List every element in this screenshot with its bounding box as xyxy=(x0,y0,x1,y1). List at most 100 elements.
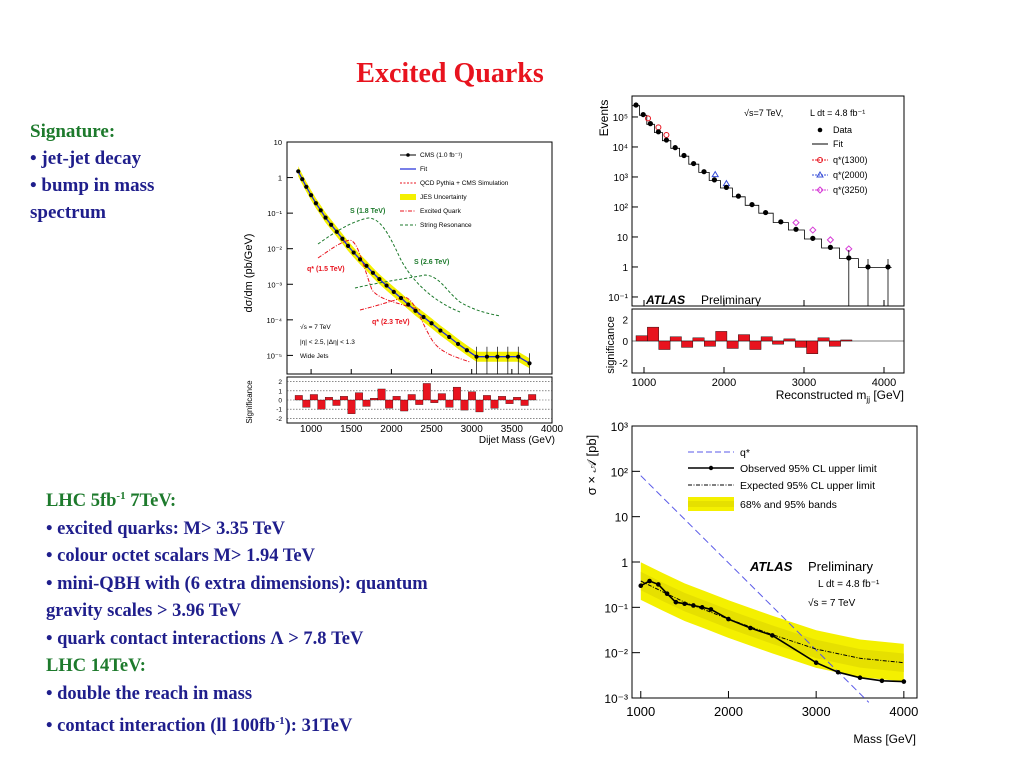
cms-data-point xyxy=(334,229,339,234)
atlas1-data-point xyxy=(672,145,678,151)
cms-significance-bars xyxy=(294,383,537,414)
atlas1-data-point xyxy=(723,184,730,190)
atlas2-observed-point xyxy=(857,675,863,681)
atlas1-xtick-label: 4000 xyxy=(872,377,896,389)
cms-significance-bar xyxy=(370,398,378,401)
cms-main-frame xyxy=(286,141,553,375)
atlas1-data-point xyxy=(640,111,646,118)
cms-significance-bar xyxy=(340,396,348,401)
result-item: • quark contact interactions Λ > 7.8 TeV xyxy=(46,628,364,649)
atlas1-annotation: Preliminary xyxy=(701,293,761,307)
cms-string-resonance-curve xyxy=(354,274,501,317)
signature-item: spectrum xyxy=(30,202,106,223)
cms-significance-bar xyxy=(513,397,522,401)
lhc-results-block: LHC 5fb-1 7TeV: • excited quarks: M> 3.3… xyxy=(46,483,566,741)
cms-data-point xyxy=(505,354,510,359)
atlas1-data-point xyxy=(691,160,697,167)
cms-significance-bar xyxy=(490,399,499,409)
atlas1-data-point xyxy=(793,226,799,232)
cms-data-point xyxy=(308,193,314,198)
atlas1-significance-bar xyxy=(647,326,659,342)
atlas1-qstar3250-marker xyxy=(845,245,853,253)
cms-string-resonance-curve xyxy=(317,217,461,313)
cms-ratio-ytick-label: 1 xyxy=(278,388,282,395)
cms-significance-bar xyxy=(355,392,363,401)
atlas1-qstar1300-marker xyxy=(645,115,651,122)
cms-data-point xyxy=(398,295,404,301)
atlas1-legend-item: Fit xyxy=(833,139,843,149)
cms-legend-item: JES Uncertainty xyxy=(420,194,467,201)
atlas1-legend-item: q*(2000) xyxy=(833,170,868,180)
atlas2-ylabel: σ × 𝒜 [pb] xyxy=(584,435,599,495)
atlas1-significance-bar xyxy=(840,339,853,342)
atlas1-significance-bar xyxy=(806,340,819,355)
cms-data-point xyxy=(391,289,396,295)
atlas2-observed-point xyxy=(638,583,644,589)
atlas2-ytick-label: 10⁻³ xyxy=(604,692,628,706)
atlas1-data-point xyxy=(663,137,670,143)
cms-data-point xyxy=(345,243,351,248)
atlas1-significance-bar xyxy=(817,337,830,342)
atlas1-ratio-ylabel: significance xyxy=(605,316,617,373)
atlas1-data-point xyxy=(778,219,784,225)
atlas2-ytick-label: 10² xyxy=(611,465,628,479)
cms-ratio-ylabel: Significance xyxy=(245,380,254,424)
cms-xtick-label: 4000 xyxy=(541,424,564,435)
atlas2-xlabel: Mass [GeV] xyxy=(853,732,916,746)
atlas1-data-point xyxy=(827,244,834,250)
cms-annotation: S (1.8 TeV) xyxy=(350,208,385,215)
cms-data-points xyxy=(296,169,532,374)
cms-annotation: √s = 7 TeV xyxy=(300,323,331,331)
atlas2-observed-point xyxy=(726,616,731,622)
cms-significance-bar xyxy=(483,395,491,401)
atlas1-main-frame xyxy=(631,95,905,307)
atlas2-ytick-label: 10⁻¹ xyxy=(604,601,628,615)
atlas1-data-point xyxy=(885,264,891,270)
cms-data-point xyxy=(384,283,389,288)
atlas1-ratio-ytick-label: 2 xyxy=(622,316,628,327)
atlas2-legend-item: q* xyxy=(740,447,750,459)
cms-xtick-label: 1500 xyxy=(340,424,363,435)
atlas2-observed-point xyxy=(770,633,775,638)
atlas1-data-point xyxy=(681,152,687,159)
cms-excited-quark-curve xyxy=(317,239,421,311)
cms-significance-bar xyxy=(309,394,318,401)
atlas1-significance-bar xyxy=(704,340,716,347)
cms-ticks: 1000 1500 2000 2500 3000 3500 400010110⁻¹10⁻²1… xyxy=(266,138,563,435)
cms-significance-bar xyxy=(392,396,401,401)
result-item: • contact interaction (ll 100fb-1): 31Te… xyxy=(46,715,353,737)
atlas2-observed-point xyxy=(673,599,679,605)
atlas1-qstar1300-marker xyxy=(655,124,662,131)
cms-data-point xyxy=(413,308,418,313)
atlas1-ylabel: Events xyxy=(597,100,611,137)
cms-data-point xyxy=(484,354,490,359)
cms-data-point xyxy=(364,263,369,268)
cms-data-point xyxy=(300,177,305,182)
cms-data-point xyxy=(351,250,356,255)
atlas2-annotation: Preliminary xyxy=(808,559,874,574)
cms-data-point xyxy=(329,222,334,227)
cms-ytick-label: 10⁻⁵ xyxy=(267,351,282,360)
cms-xtick-label: 3000 xyxy=(461,424,484,435)
cms-significance-bar xyxy=(377,388,386,401)
cms-ytick-label: 10⁻¹ xyxy=(267,209,282,218)
atlas1-ytick-label: 10³ xyxy=(614,173,629,184)
cms-data-point xyxy=(447,334,452,340)
atlas1-data-point xyxy=(633,102,639,108)
atlas1-data-points xyxy=(633,102,891,306)
cms-xtick-label: 2500 xyxy=(420,424,443,435)
atlas1-data-point xyxy=(865,264,871,270)
atlas2-observed-point xyxy=(748,625,753,631)
cms-significance-bar xyxy=(505,399,514,404)
cms-significance-bar xyxy=(415,399,424,405)
atlas1-significance-bar xyxy=(760,336,773,342)
page-title: Excited Quarks xyxy=(356,58,544,89)
atlas2-legend-item: Expected 95% CL upper limit xyxy=(740,480,875,492)
cms-ratio-ytick-label: 2 xyxy=(278,379,282,386)
atlas1-annotation: √s=7 TeV, xyxy=(744,108,783,118)
atlas1-significance-bar xyxy=(738,334,750,342)
signature-item: • jet-jet decay xyxy=(30,148,142,169)
atlas2-xtick-label: 4000 xyxy=(889,704,918,719)
cms-ytick-label: 10 xyxy=(274,138,282,147)
